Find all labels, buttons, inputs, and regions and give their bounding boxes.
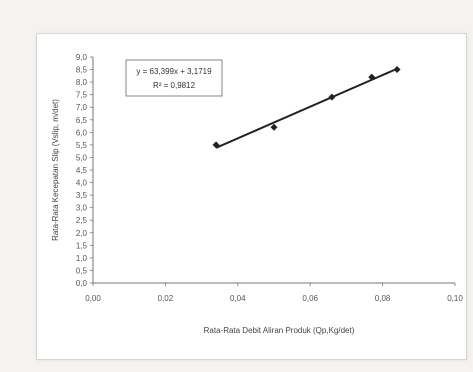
data-point-marker xyxy=(270,123,278,131)
x-tick-label: 0,04 xyxy=(230,294,246,303)
y-tick-label: 0,0 xyxy=(76,279,88,288)
x-axis-title: Rata-Rata Debit Aliran Produk (Qp,Kg/det… xyxy=(204,326,355,335)
x-tick-labels: 0,00 0,02 0,04 0,06 0,08 0,10 xyxy=(85,283,463,303)
y-axis-title: Rata-Rata Kecepatan Slip (Vslip, m/det) xyxy=(51,99,60,241)
y-tick-label: 3,0 xyxy=(76,204,88,213)
data-point-marker xyxy=(368,73,376,81)
y-tick-label: 3,5 xyxy=(76,191,88,200)
y-tick-label: 5,0 xyxy=(76,153,88,162)
y-tick-label: 9,0 xyxy=(76,53,88,62)
data-points xyxy=(212,66,401,149)
y-tick-label: 1,0 xyxy=(76,254,88,263)
chart-frame xyxy=(36,33,467,360)
regression-equation: y = 63,399x + 3,1719 xyxy=(136,67,212,76)
r-squared-label: R² = 0,9812 xyxy=(153,81,196,90)
x-tick-label: 0,06 xyxy=(302,294,318,303)
y-tick-label: 5,5 xyxy=(76,141,88,150)
y-tick-label: 8,0 xyxy=(76,78,88,87)
x-tick-label: 0,10 xyxy=(447,294,463,303)
y-tick-labels: 0,0 0,5 1,0 1,5 2,0 2,5 3,0 3,5 4,0 4,5 5,0 5,5 6,0 6… xyxy=(76,53,93,288)
x-tick-label: 0,00 xyxy=(85,294,101,303)
y-tick-label: 7,0 xyxy=(76,103,88,112)
equation-box-border xyxy=(125,59,223,97)
y-tick-label: 1,5 xyxy=(76,241,88,250)
data-point-marker xyxy=(212,141,220,149)
equation-box: y = 63,399x + 3,1719 R² = 0,9812 xyxy=(125,59,223,97)
y-tick-label: 2,5 xyxy=(76,216,88,225)
trendline xyxy=(215,67,398,149)
data-point-marker xyxy=(393,66,401,74)
y-tick-label: 2,0 xyxy=(76,229,88,238)
y-tick-label: 4,5 xyxy=(76,166,88,175)
data-point-marker xyxy=(328,93,336,101)
x-tick-label: 0,08 xyxy=(375,294,391,303)
y-tick-label: 0,5 xyxy=(76,266,88,275)
y-tick-label: 6,0 xyxy=(76,128,88,137)
y-tick-label: 8,5 xyxy=(76,66,88,75)
y-tick-label: 7,5 xyxy=(76,91,88,100)
x-tick-label: 0,02 xyxy=(158,294,174,303)
y-tick-label: 4,0 xyxy=(76,179,88,188)
y-tick-label: 6,5 xyxy=(76,116,88,125)
